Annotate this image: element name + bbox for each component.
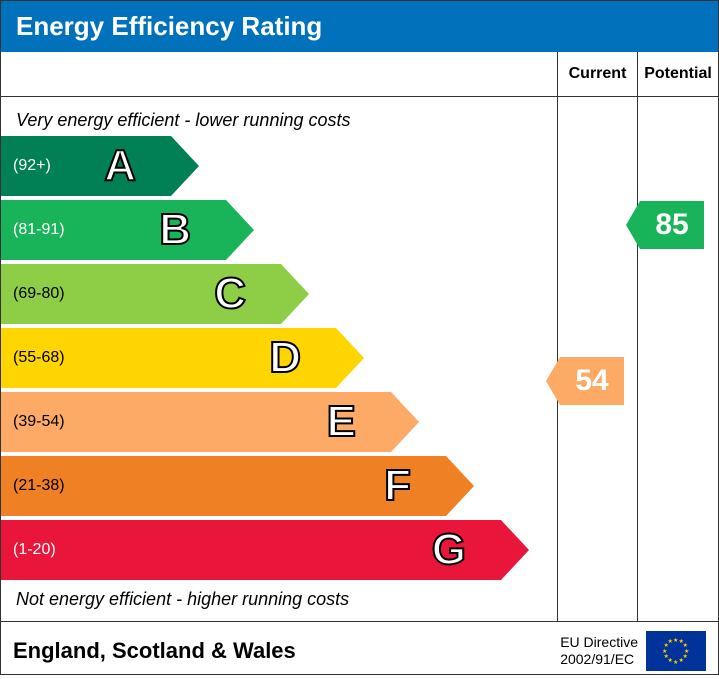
potential-header: Potential xyxy=(638,52,718,97)
footer-right: EU Directive 2002/91/EC ★★★★★★★★★★★★ xyxy=(560,631,706,671)
band-range-label: (81-91) xyxy=(1,221,65,239)
epc-widget: Energy Efficiency Rating Very energy eff… xyxy=(0,0,719,675)
band-bar: (81-91) B xyxy=(1,200,226,260)
band-range-label: (69-80) xyxy=(1,285,65,303)
band-arrow-icon xyxy=(446,456,474,516)
band-arrow-icon xyxy=(281,264,309,324)
band-arrow-icon xyxy=(226,200,254,260)
band-letter: C xyxy=(214,269,246,319)
band-bar: (21-38) F xyxy=(1,456,446,516)
bottom-label: Not energy efficient - higher running co… xyxy=(1,584,557,615)
current-indicator-arrow xyxy=(546,357,560,405)
current-indicator: 54 xyxy=(546,357,624,405)
band-letter: D xyxy=(269,333,301,383)
current-header: Current xyxy=(558,52,637,97)
band-g: (1-20) G xyxy=(1,520,557,580)
band-range-label: (21-38) xyxy=(1,477,65,495)
band-letter: E xyxy=(327,397,356,447)
band-bar: (69-80) C xyxy=(1,264,281,324)
band-arrow-icon xyxy=(171,136,199,196)
eu-flag-icon: ★★★★★★★★★★★★ xyxy=(646,631,706,671)
band-a: (92+) A xyxy=(1,136,557,196)
band-bar: (92+) A xyxy=(1,136,171,196)
band-e: (39-54) E xyxy=(1,392,557,452)
chart-body: Very energy efficient - lower running co… xyxy=(1,97,557,623)
title-text: Energy Efficiency Rating xyxy=(16,11,322,41)
band-c: (69-80) C xyxy=(1,264,557,324)
title-bar: Energy Efficiency Rating xyxy=(1,1,718,52)
current-indicator-area: 54 xyxy=(558,97,637,622)
band-arrow-icon xyxy=(391,392,419,452)
potential-column: Potential 85 xyxy=(638,52,718,621)
potential-value: 85 xyxy=(640,201,704,249)
directive-text: EU Directive 2002/91/EC xyxy=(560,634,638,668)
footer-region: England, Scotland & Wales xyxy=(13,638,560,664)
band-range-label: (39-54) xyxy=(1,413,65,431)
band-letter: A xyxy=(104,141,136,191)
band-letter: F xyxy=(384,461,411,511)
band-letter: G xyxy=(432,525,466,575)
main-area: Very energy efficient - lower running co… xyxy=(1,52,718,622)
band-bar: (55-68) D xyxy=(1,328,336,388)
chart-header-spacer xyxy=(1,52,557,97)
band-f: (21-38) F xyxy=(1,456,557,516)
bands-area: (92+) A (81-91) B (69-80) C (55-68) D (39-54) E (2… xyxy=(1,136,557,580)
potential-indicator-arrow xyxy=(626,201,640,249)
footer: England, Scotland & Wales EU Directive 2… xyxy=(1,622,718,679)
band-bar: (1-20) G xyxy=(1,520,501,580)
band-arrow-icon xyxy=(336,328,364,388)
band-d: (55-68) D xyxy=(1,328,557,388)
band-range-label: (92+) xyxy=(1,157,51,175)
band-letter: B xyxy=(159,205,191,255)
band-bar: (39-54) E xyxy=(1,392,391,452)
directive-line2: 2002/91/EC xyxy=(560,651,638,668)
potential-indicator: 85 xyxy=(626,201,704,249)
band-range-label: (55-68) xyxy=(1,349,65,367)
band-arrow-icon xyxy=(501,520,529,580)
top-label: Very energy efficient - lower running co… xyxy=(1,105,557,136)
current-value: 54 xyxy=(560,357,624,405)
band-b: (81-91) B xyxy=(1,200,557,260)
current-column: Current 54 xyxy=(558,52,638,621)
potential-indicator-area: 85 xyxy=(638,97,718,622)
band-range-label: (1-20) xyxy=(1,541,56,559)
directive-line1: EU Directive xyxy=(560,634,638,651)
chart-column: Very energy efficient - lower running co… xyxy=(1,52,558,621)
